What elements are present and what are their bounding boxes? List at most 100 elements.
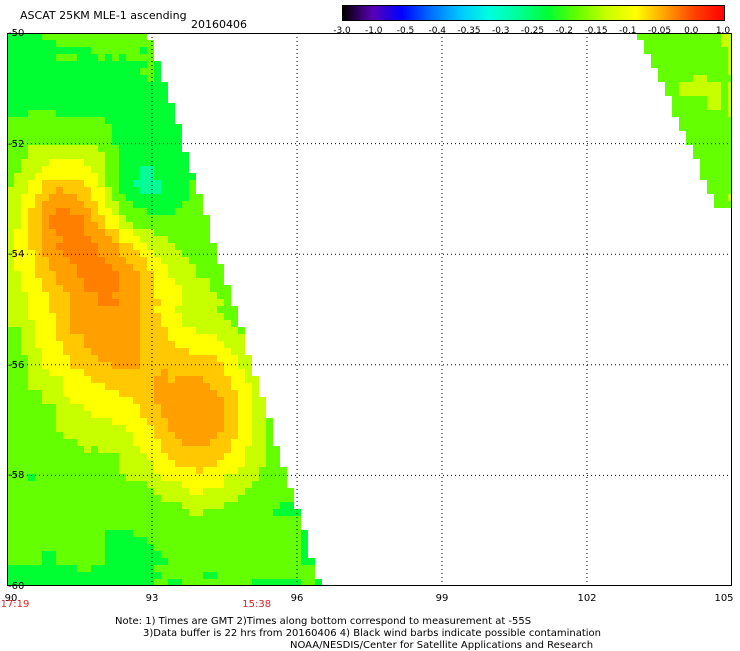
heatmap-cell xyxy=(56,474,63,481)
heatmap-cell xyxy=(84,236,91,243)
heatmap-cell xyxy=(28,460,35,467)
heatmap-cell xyxy=(728,117,732,124)
heatmap-cell xyxy=(84,138,91,145)
heatmap-cell xyxy=(7,362,14,369)
heatmap-cell xyxy=(168,502,175,509)
heatmap-cell xyxy=(91,474,98,481)
heatmap-cell xyxy=(210,516,217,523)
heatmap-cell xyxy=(196,215,203,222)
heatmap-cell xyxy=(133,215,140,222)
heatmap-cell xyxy=(217,355,224,362)
heatmap-cell xyxy=(294,579,301,586)
heatmap-cell xyxy=(119,236,126,243)
heatmap-cell xyxy=(91,250,98,257)
heatmap-cell xyxy=(721,166,728,173)
heatmap-cell xyxy=(112,33,119,40)
heatmap-cell xyxy=(224,439,231,446)
heatmap-cell xyxy=(224,579,231,586)
heatmap-cell xyxy=(70,292,77,299)
x-tick-label: 96 xyxy=(290,593,304,604)
heatmap-cell xyxy=(168,103,175,110)
heatmap-cell xyxy=(154,369,161,376)
heatmap-cell xyxy=(238,369,245,376)
heatmap-cell xyxy=(84,418,91,425)
heatmap-cell xyxy=(28,54,35,61)
heatmap-cell xyxy=(77,138,84,145)
heatmap-cell xyxy=(259,474,266,481)
heatmap-cell xyxy=(84,460,91,467)
heatmap-cell xyxy=(203,313,210,320)
heatmap-cell xyxy=(133,229,140,236)
heatmap-cell xyxy=(196,502,203,509)
heatmap-cell xyxy=(105,152,112,159)
heatmap-cell xyxy=(105,208,112,215)
heatmap-cell xyxy=(7,40,14,47)
heatmap-cell xyxy=(182,467,189,474)
heatmap-cell xyxy=(77,397,84,404)
heatmap-cell xyxy=(42,565,49,572)
heatmap-cell xyxy=(168,355,175,362)
heatmap-cell xyxy=(49,173,56,180)
heatmap-cell xyxy=(189,271,196,278)
heatmap-cell xyxy=(7,208,14,215)
heatmap-cell xyxy=(98,502,105,509)
heatmap-cell xyxy=(63,488,70,495)
heatmap-cell xyxy=(56,159,63,166)
heatmap-cell xyxy=(126,495,133,502)
heatmap-cell xyxy=(238,467,245,474)
heatmap-cell xyxy=(98,208,105,215)
heatmap-cell xyxy=(119,313,126,320)
heatmap-cell xyxy=(28,278,35,285)
heatmap-cell xyxy=(140,467,147,474)
heatmap-cell xyxy=(21,397,28,404)
heatmap-cell xyxy=(77,89,84,96)
heatmap-cell xyxy=(21,313,28,320)
heatmap-cell xyxy=(35,264,42,271)
heatmap-cell xyxy=(14,229,21,236)
heatmap-cell xyxy=(217,348,224,355)
heatmap-cell xyxy=(91,103,98,110)
heatmap-cell xyxy=(133,201,140,208)
heatmap-cell xyxy=(42,278,49,285)
heatmap-cell xyxy=(196,208,203,215)
heatmap-cell xyxy=(175,187,182,194)
heatmap-cell xyxy=(84,96,91,103)
heatmap-cell xyxy=(693,110,700,117)
heatmap-cell xyxy=(7,418,14,425)
heatmap-cell xyxy=(105,341,112,348)
heatmap-cell xyxy=(217,397,224,404)
heatmap-cell xyxy=(28,446,35,453)
heatmap-cell xyxy=(112,516,119,523)
heatmap-cell xyxy=(140,446,147,453)
heatmap-cell xyxy=(112,334,119,341)
heatmap-cell xyxy=(77,509,84,516)
heatmap-cell xyxy=(154,243,161,250)
heatmap-cell xyxy=(91,208,98,215)
heatmap-cell xyxy=(154,334,161,341)
heatmap-cell xyxy=(182,383,189,390)
heatmap-cell xyxy=(7,530,14,537)
heatmap-cell xyxy=(119,460,126,467)
heatmap-cell xyxy=(98,397,105,404)
heatmap-cell xyxy=(728,40,732,47)
heatmap-cell xyxy=(35,47,42,54)
heatmap-cell xyxy=(133,320,140,327)
heatmap-cell xyxy=(196,474,203,481)
heatmap-cell xyxy=(280,502,287,509)
heatmap-cell xyxy=(133,96,140,103)
heatmap-cell xyxy=(77,264,84,271)
heatmap-cell xyxy=(280,467,287,474)
heatmap-cell xyxy=(147,145,154,152)
heatmap-cell xyxy=(49,411,56,418)
heatmap-cell xyxy=(686,54,693,61)
heatmap-cell xyxy=(112,187,119,194)
heatmap-cell xyxy=(245,411,252,418)
heatmap-cell xyxy=(182,187,189,194)
heatmap-cell xyxy=(140,320,147,327)
heatmap-cell xyxy=(196,313,203,320)
heatmap-cell xyxy=(98,138,105,145)
heatmap-cell xyxy=(245,474,252,481)
heatmap-cell xyxy=(252,397,259,404)
heatmap-cell xyxy=(105,166,112,173)
heatmap-cell xyxy=(189,558,196,565)
